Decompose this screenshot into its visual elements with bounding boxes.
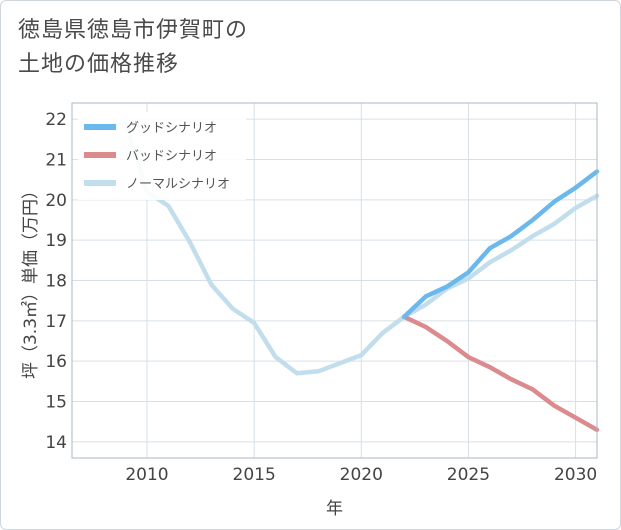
x-tick-label: 2020	[340, 465, 383, 485]
chart-title: 徳島県徳島市伊賀町の 土地の価格推移	[18, 14, 248, 82]
series-line-good	[401, 169, 600, 320]
y-tick-label: 15	[45, 393, 67, 413]
legend-label-bad: バッドシナリオ	[126, 149, 217, 164]
chart-title-line-2: 土地の価格推移	[18, 52, 180, 77]
x-tick-label: 2025	[447, 465, 490, 485]
series-lines	[101, 120, 600, 433]
x-tick-label: 2015	[233, 465, 276, 485]
tick-labels: 14 15 16 17 18 19 20 21 22 2010 2015 2020 2025 2030	[45, 110, 597, 485]
y-tick-label: 21	[45, 150, 67, 170]
series-line-normal	[101, 120, 600, 376]
y-axis-title: 坪（3.3㎡）単価（万円）	[21, 182, 41, 379]
y-tick-label: 18	[45, 272, 67, 292]
x-tick-label: 2010	[125, 465, 168, 485]
legend-label-normal: ノーマルシナリオ	[126, 177, 230, 192]
plot-border	[71, 102, 598, 459]
y-tick-label: 20	[45, 191, 67, 211]
y-tick-label: 19	[45, 231, 67, 251]
x-tick-label: 2030	[554, 465, 597, 485]
series-line-bad	[401, 314, 600, 433]
x-axis-title: 年	[326, 499, 343, 519]
legend-label-good: グッドシナリオ	[126, 121, 217, 136]
y-tick-label: 22	[45, 110, 67, 130]
y-tick-label: 16	[45, 352, 67, 372]
chart-title-line-1: 徳島県徳島市伊賀町の	[18, 18, 249, 43]
y-tick-label: 14	[45, 433, 67, 453]
y-tick-label: 17	[45, 312, 67, 332]
